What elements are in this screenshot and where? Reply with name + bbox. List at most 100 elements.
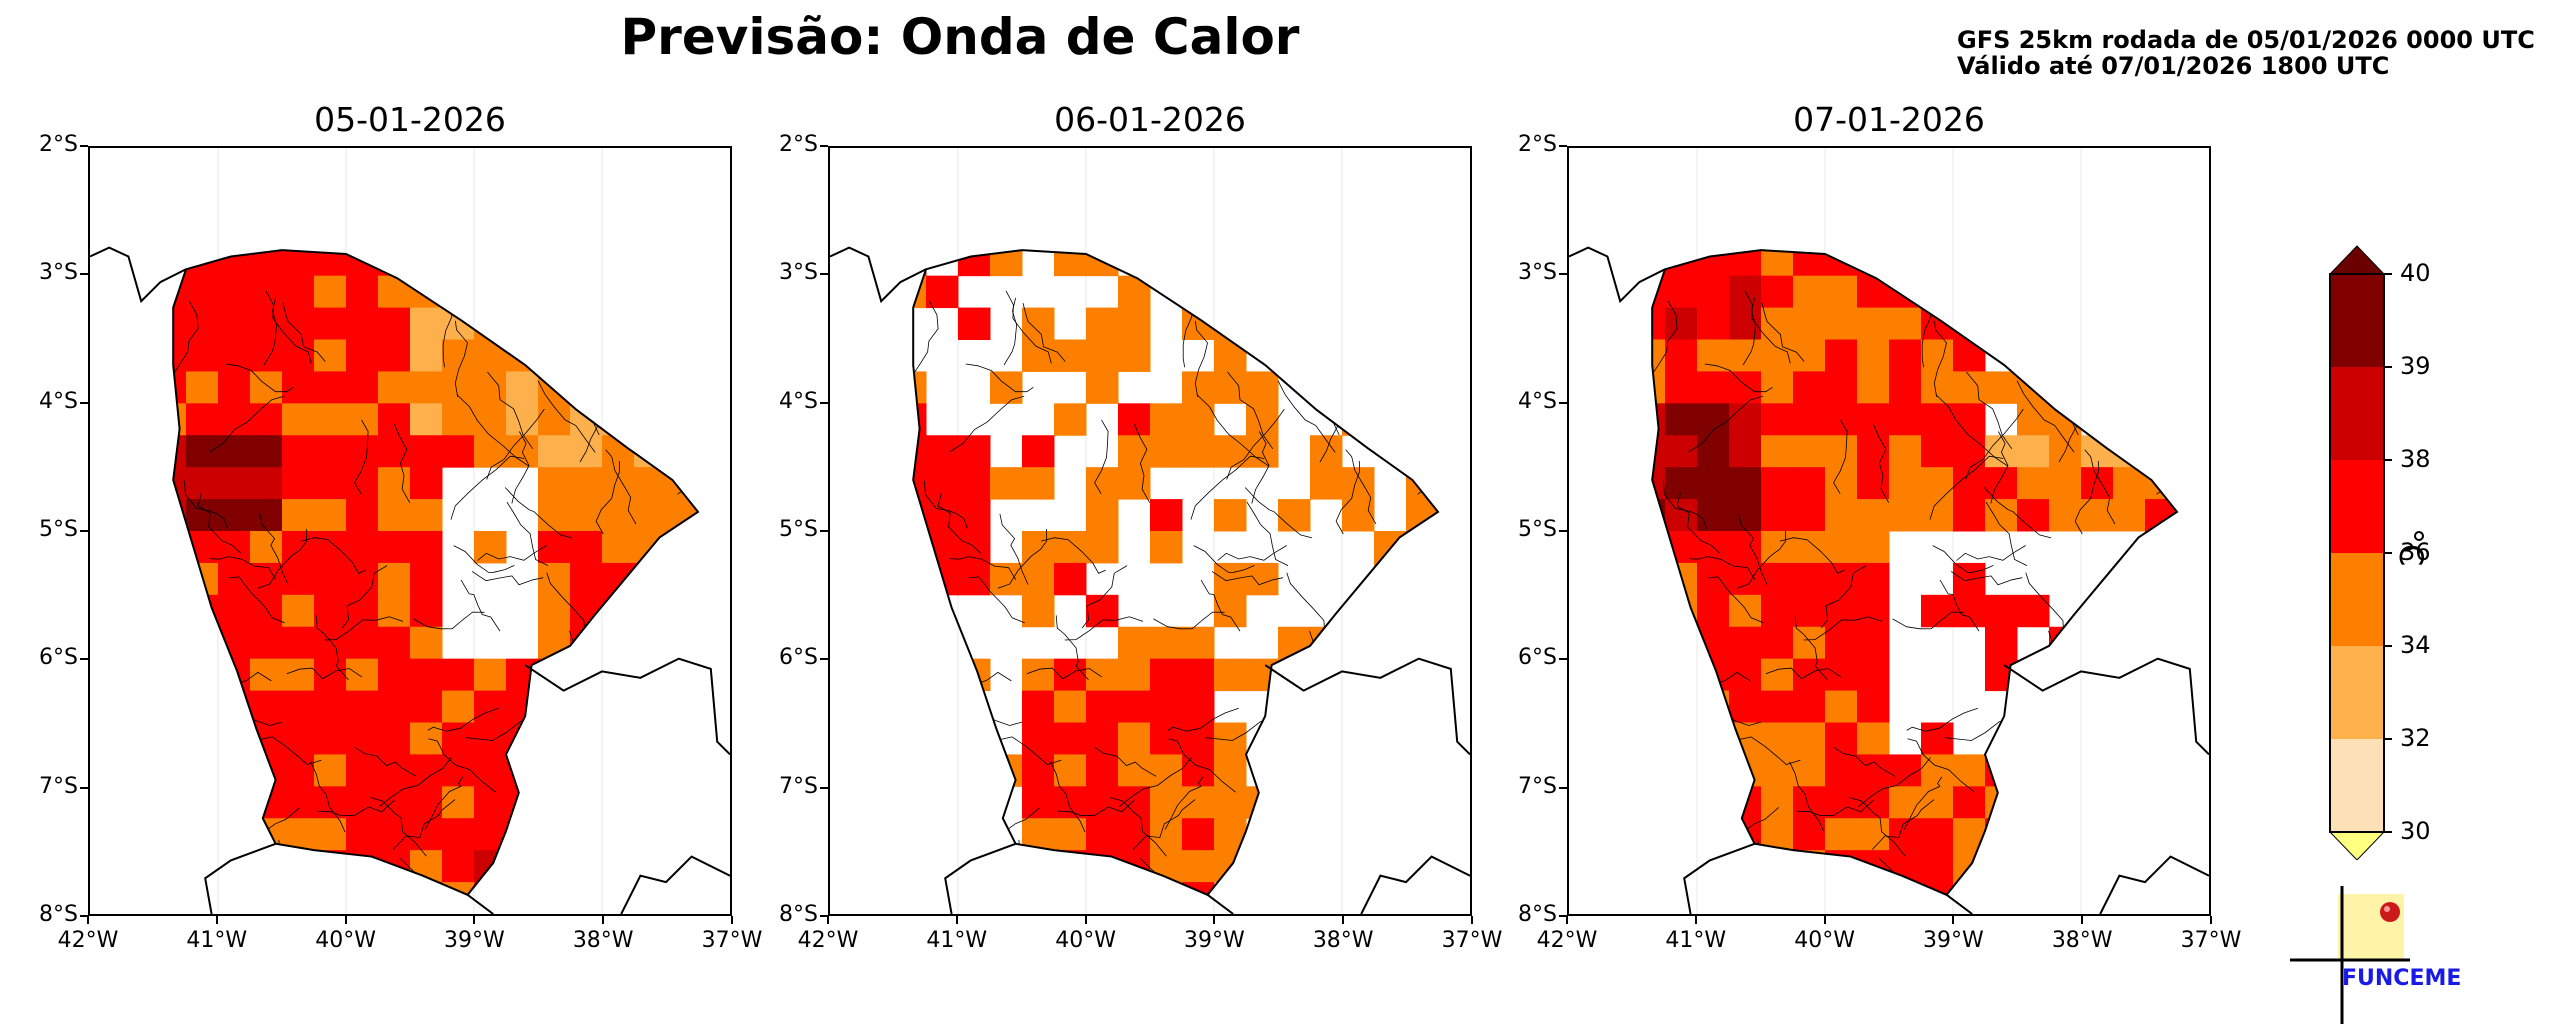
neighbor-state-border: [944, 842, 1016, 914]
temperature-cell: [282, 435, 315, 468]
temperature-cell: [990, 371, 1023, 404]
municipal-border: [1005, 290, 1052, 364]
municipal-border: [556, 838, 579, 895]
temperature-cell: [1825, 531, 1858, 564]
lon-tick-label: 37°W: [1441, 928, 1503, 953]
lon-tick-label: 39°W: [1184, 928, 1245, 953]
temperature-cell: [1857, 562, 1890, 596]
lat-tick-label: 3°S: [1518, 260, 1557, 286]
temperature-cell: [1729, 531, 1762, 564]
temperature-cell: [1118, 435, 1151, 468]
temperature-cell: [1793, 307, 1826, 340]
temperature-cell: [1729, 626, 1762, 660]
municipal-border: [393, 799, 456, 850]
temperature-cell: [282, 754, 315, 787]
temperature-cell: [1652, 307, 1666, 340]
temperature-cell: [1697, 467, 1730, 500]
temperature-cell: [1652, 371, 1666, 404]
temperature-cell: [1857, 722, 1890, 755]
temperature-cell: [282, 250, 315, 277]
temperature-cell: [1086, 250, 1119, 277]
temperature-cell: [1985, 371, 2018, 404]
temperature-cell: [1086, 594, 1119, 628]
temperature-cell: [1214, 499, 1247, 532]
municipal-border: [1779, 537, 1845, 574]
lat-tick-label: 4°S: [779, 388, 818, 414]
temperature-cell: [1857, 531, 1890, 564]
municipal-border: [1657, 746, 1716, 766]
temperature-cell: [1118, 690, 1151, 723]
temperature-cell: [1118, 626, 1151, 660]
temperature-cell: [378, 499, 411, 532]
municipal-border: [508, 296, 576, 333]
temperature-cell: [282, 467, 315, 500]
municipal-border: [2083, 617, 2116, 690]
municipal-border: [1652, 822, 1710, 836]
municipal-border: [637, 285, 676, 343]
temperature-cell: [1761, 435, 1794, 468]
municipal-border: [1652, 741, 1660, 815]
municipal-border: [1985, 501, 2028, 566]
temperature-cell: [346, 403, 379, 436]
temperature-cell: [1278, 499, 1311, 532]
municipal-border: [1820, 565, 1867, 629]
temperature-cell: [1953, 499, 1986, 532]
municipal-border: [924, 480, 968, 530]
municipal-border: [2016, 250, 2069, 251]
temperature-cell: [378, 403, 411, 436]
temperature-cell: [1793, 626, 1826, 660]
municipal-border: [1417, 450, 1438, 495]
temperature-cell: [282, 307, 315, 340]
municipal-border: [1026, 667, 1103, 680]
temperature-cell: [442, 371, 475, 404]
temperature-cell: [1697, 339, 1730, 372]
temperature-cell: [1150, 435, 1183, 468]
panel-title-day-3: 07-01-2026: [1793, 100, 1985, 139]
municipal-border: [1117, 250, 1162, 264]
lat-tick-mark: [80, 658, 88, 661]
temperature-cell: [186, 275, 219, 309]
temperature-cell: [1374, 562, 1407, 596]
temperature-cell: [442, 403, 475, 436]
temperature-cell: [1022, 594, 1055, 628]
temperature-cell: [1086, 467, 1119, 500]
municipal-border: [1674, 756, 1710, 833]
temperature-cell: [1793, 403, 1826, 436]
temperature-cell: [1921, 499, 1954, 532]
temperature-cell: [1889, 786, 1922, 819]
temperature-cell: [314, 754, 347, 787]
temperature-cell: [1086, 371, 1119, 404]
temperature-cell: [250, 658, 283, 692]
temperature-cell: [250, 562, 283, 596]
lon-tick-mark: [955, 916, 958, 924]
temperature-cell: [1761, 531, 1794, 564]
municipal-border: [1833, 419, 1848, 495]
temperature-cell: [1953, 882, 1986, 895]
temperature-cell: [346, 786, 379, 819]
temperature-cell: [250, 499, 283, 532]
temperature-cell: [1697, 307, 1730, 340]
municipal-border: [2027, 256, 2104, 269]
municipal-border: [2074, 460, 2100, 535]
municipal-border: [2057, 786, 2069, 864]
temperature-cell: [1150, 658, 1183, 692]
temperature-cell: [378, 658, 411, 692]
temperature-cell: [1697, 435, 1730, 468]
temperature-cell: [410, 626, 443, 660]
municipal-border: [1803, 616, 1883, 641]
municipal-border: [1226, 408, 1285, 480]
temperature-cell: [346, 339, 379, 372]
municipal-border: [1990, 431, 2009, 504]
neighbor-state-border: [204, 842, 276, 914]
temperature-cell: [1697, 626, 1730, 660]
temperature-cell: [1310, 626, 1343, 660]
temperature-cell: [1761, 850, 1794, 883]
municipal-border: [595, 460, 621, 535]
municipal-border: [1194, 320, 1208, 397]
temperature-cell: [958, 435, 991, 468]
municipal-border: [428, 738, 496, 793]
municipal-border: [1193, 545, 1255, 573]
temperature-cell: [1793, 250, 1826, 277]
temperature-cell: [1054, 754, 1087, 787]
temperature-cell: [1953, 562, 1986, 596]
